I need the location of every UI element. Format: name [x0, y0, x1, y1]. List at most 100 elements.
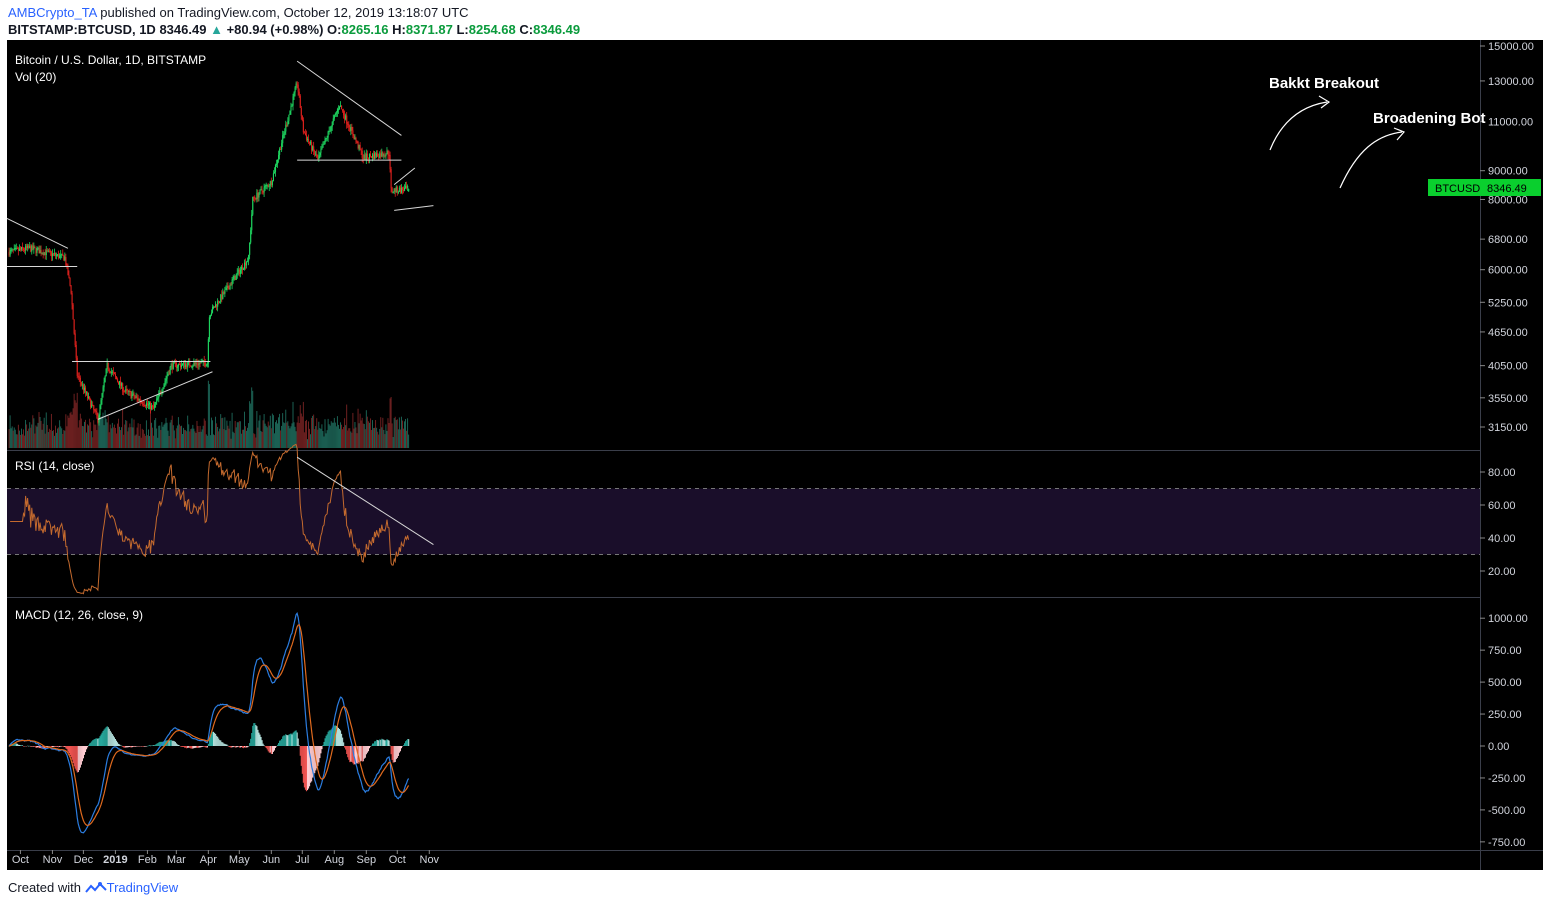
candle-body — [118, 381, 120, 385]
candle-body — [225, 288, 227, 290]
macd-histogram-bar — [196, 746, 198, 748]
volume-bar — [129, 423, 131, 448]
candle-body — [67, 265, 69, 276]
price-tick-label: 13000.00 — [1488, 76, 1534, 88]
candle-body — [68, 275, 70, 278]
candle-body — [261, 189, 263, 191]
candle-body — [17, 248, 19, 251]
candle-body — [285, 124, 287, 132]
macd-histogram-bar — [98, 737, 100, 746]
volume-bar — [393, 418, 395, 448]
macd-histogram-bar — [81, 746, 83, 762]
volume-bar — [161, 422, 163, 448]
volume-bar — [247, 427, 249, 448]
volume-bar — [195, 432, 197, 448]
candle-body — [112, 371, 114, 373]
macd-histogram-bar — [270, 746, 272, 754]
macd-histogram-bar — [301, 746, 303, 774]
volume-bar — [321, 424, 323, 448]
volume-bar — [385, 424, 387, 448]
candle-body — [259, 189, 261, 194]
candle-body — [253, 196, 255, 199]
candle-body — [81, 384, 83, 386]
macd-histogram-bar — [344, 746, 346, 748]
volume-bar — [220, 414, 222, 448]
volume-bar — [361, 417, 363, 448]
candle-body — [158, 393, 160, 398]
candle-body — [144, 405, 146, 407]
macd-histogram-bar — [136, 746, 138, 747]
candle-body — [142, 403, 144, 405]
volume-bar — [113, 424, 115, 448]
macd-histogram-bar — [322, 745, 324, 746]
candle-body — [179, 364, 182, 368]
macd-histogram-bar — [389, 745, 391, 747]
volume-bar — [309, 428, 310, 448]
macd-histogram-bar — [73, 746, 75, 767]
candle-body — [237, 269, 239, 273]
price-pane[interactable] — [6, 40, 1543, 870]
macd-histogram-bar — [119, 744, 121, 746]
macd-histogram-bar — [229, 746, 231, 748]
volume-bar — [168, 436, 170, 448]
macd-histogram-bar — [39, 746, 41, 748]
candle-body — [196, 363, 198, 365]
macd-histogram-bar — [25, 745, 27, 747]
macd-histogram-bar — [296, 732, 298, 746]
candle-body — [193, 362, 195, 366]
volume-bar — [172, 425, 174, 448]
macd-histogram-bar — [113, 737, 115, 746]
macd-histogram-bar — [317, 746, 319, 767]
candle-body — [51, 253, 54, 257]
candle-body — [12, 249, 14, 251]
rsi-pane[interactable] — [7, 443, 1480, 595]
macd-histogram-bar — [31, 746, 33, 747]
volume-bar — [122, 409, 124, 448]
macd-histogram-bar — [287, 735, 289, 746]
candle-body — [72, 304, 74, 320]
tradingview-brand[interactable]: TradingView — [106, 880, 179, 895]
macd-histogram-bar — [177, 744, 179, 746]
volume-bar — [395, 420, 397, 448]
volume-bar — [186, 431, 188, 448]
macd-histogram-bar — [82, 746, 85, 759]
candle-body — [307, 138, 310, 142]
volume-bar — [268, 425, 270, 448]
volume-bar — [368, 422, 370, 448]
volume-bar — [58, 427, 60, 448]
volume-bar — [360, 420, 362, 448]
volume-bar — [214, 435, 215, 448]
volume-bar — [115, 433, 117, 448]
volume-bar — [104, 410, 106, 448]
macd-histogram-bar — [398, 746, 400, 753]
volume-bar — [292, 401, 294, 448]
volume-bar — [287, 421, 289, 448]
volume-bar — [284, 423, 286, 448]
macd-histogram-bar — [8, 746, 10, 747]
candle-body — [376, 153, 378, 157]
volume-bar — [44, 433, 46, 448]
volume-bar — [69, 413, 71, 448]
candle-body — [170, 363, 172, 368]
volume-bar — [359, 413, 361, 448]
price-axis[interactable]: 15000.00 13000.00 11000.00 9000.00 8000.00 68… — [1480, 41, 1534, 849]
macd-histogram-bar — [86, 746, 88, 750]
volume-bar — [112, 427, 114, 448]
time-axis[interactable]: Oct Nov Dec 2019 Feb Mar Apr May Jun Jul Aug Sep Oct… — [12, 850, 440, 866]
chart-area[interactable]: 15000.00 13000.00 11000.00 9000.00 8000.00 68… — [6, 40, 1543, 870]
price-tick-label: 6800.00 — [1488, 234, 1528, 246]
volume-bar — [54, 435, 55, 448]
candle-body — [352, 130, 354, 136]
candle-body — [183, 362, 185, 364]
volume-bar — [340, 422, 341, 448]
candle-body — [278, 154, 280, 160]
volume-bar — [215, 416, 217, 448]
volume-bar — [219, 428, 221, 448]
chart-canvas[interactable]: 15000.00 13000.00 11000.00 9000.00 8000.00 68… — [6, 40, 1543, 870]
macd-pane[interactable] — [8, 611, 410, 834]
time-tick-label: May — [229, 854, 250, 866]
candle-body — [364, 154, 366, 160]
author-link[interactable]: AMBCrypto_TA — [8, 5, 97, 20]
volume-bar — [85, 419, 86, 448]
macd-histogram-bar — [265, 746, 267, 748]
